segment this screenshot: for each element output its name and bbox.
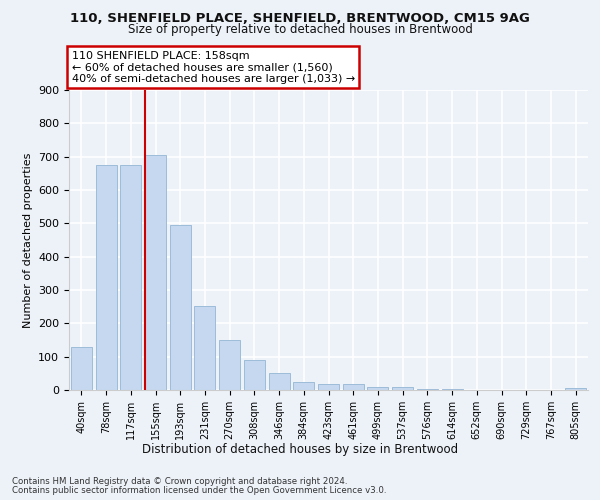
Bar [293, 382, 314, 390]
Text: Contains HM Land Registry data © Crown copyright and database right 2024.: Contains HM Land Registry data © Crown c… [12, 478, 347, 486]
Bar [194, 306, 215, 390]
Bar [120, 165, 141, 390]
Text: Contains public sector information licensed under the Open Government Licence v3: Contains public sector information licen… [12, 486, 386, 495]
Y-axis label: Number of detached properties: Number of detached properties [23, 152, 32, 328]
Bar [95, 165, 116, 390]
Text: 110, SHENFIELD PLACE, SHENFIELD, BRENTWOOD, CM15 9AG: 110, SHENFIELD PLACE, SHENFIELD, BRENTWO… [70, 12, 530, 26]
Bar [417, 388, 438, 390]
Bar [219, 340, 240, 390]
Text: Size of property relative to detached houses in Brentwood: Size of property relative to detached ho… [128, 24, 472, 36]
Bar [565, 388, 586, 390]
Bar [367, 386, 388, 390]
Text: Distribution of detached houses by size in Brentwood: Distribution of detached houses by size … [142, 442, 458, 456]
Text: 110 SHENFIELD PLACE: 158sqm
← 60% of detached houses are smaller (1,560)
40% of : 110 SHENFIELD PLACE: 158sqm ← 60% of det… [71, 51, 355, 84]
Bar [170, 225, 191, 390]
Bar [343, 384, 364, 390]
Bar [269, 372, 290, 390]
Bar [244, 360, 265, 390]
Bar [71, 346, 92, 390]
Bar [145, 155, 166, 390]
Bar [392, 388, 413, 390]
Bar [318, 384, 339, 390]
